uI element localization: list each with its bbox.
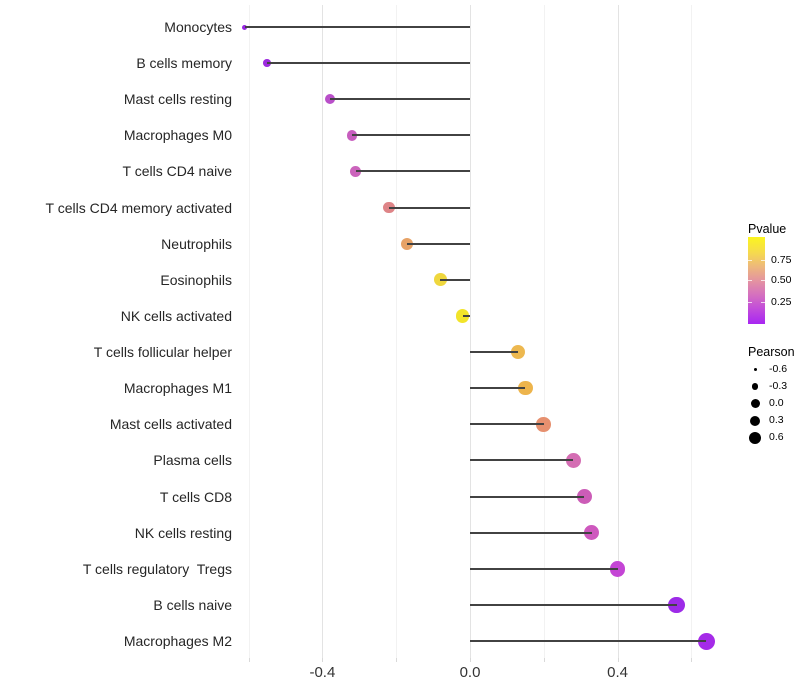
x-axis-tick <box>691 658 693 662</box>
colorbar-tick-label: 0.50 <box>771 273 792 286</box>
y-axis-label: Monocytes <box>164 19 232 35</box>
lollipop-point <box>346 129 358 141</box>
y-axis-label: Mast cells activated <box>109 416 232 433</box>
legend-pvalue: Pvalue 0.75 0.50 0.25 <box>748 215 800 330</box>
x-axis-tick <box>396 658 398 662</box>
legend-pearson-title: Pearson <box>748 345 795 359</box>
legend-pearson: Pearson -0.6 -0.3 0.0 0.3 0.6 <box>748 340 800 450</box>
y-axis-label: T cells CD4 naive <box>122 163 232 180</box>
gridline-minor <box>691 5 693 658</box>
legend-pvalue-title: Pvalue <box>748 222 787 236</box>
size-legend-dot <box>751 383 759 390</box>
x-axis-tick-label: -0.4 <box>309 664 336 681</box>
x-axis-tick <box>248 658 250 662</box>
x-axis-tick-label: 0.0 <box>459 664 481 681</box>
gridline-minor <box>248 5 250 658</box>
y-axis-label: B cells naive <box>153 596 232 613</box>
lollipop-point <box>536 416 552 432</box>
gridline-minor <box>396 5 398 658</box>
x-axis-tick <box>543 658 545 662</box>
lollipop-stem <box>244 26 470 28</box>
size-legend-entry: -0.6 <box>748 361 800 378</box>
lollipop-stem <box>470 531 592 534</box>
y-axis-label: T cells regulatory Tregs <box>82 560 232 577</box>
size-legend-label: 0.0 <box>769 397 784 410</box>
size-legend-entry: 0.6 <box>748 429 800 446</box>
y-axis-label: T cells CD4 memory activated <box>45 199 232 216</box>
lollipop-stem <box>470 351 518 354</box>
lollipop-point <box>350 166 362 177</box>
lollipop-stem <box>470 495 585 498</box>
size-legend-dot <box>749 431 761 444</box>
y-axis-label: T cells CD8 <box>159 488 232 505</box>
lollipop-point <box>609 560 626 577</box>
size-legend-entry: 0.0 <box>748 395 800 412</box>
lollipop-point <box>565 452 581 468</box>
lollipop-stem <box>407 242 470 245</box>
y-axis-label: B cells memory <box>136 55 232 72</box>
colorbar-tick-label: 0.25 <box>771 296 792 309</box>
lollipop-point <box>382 201 395 214</box>
size-legend-label: 0.3 <box>769 414 784 427</box>
lollipop-stem <box>329 98 470 101</box>
lollipop-point <box>576 488 593 505</box>
size-legend-label: 0.6 <box>769 431 784 444</box>
gridline-minor <box>543 5 545 658</box>
lollipop-stem <box>470 459 574 462</box>
colorbar-tick <box>748 302 752 304</box>
colorbar-tick <box>761 302 765 304</box>
lollipop-stem <box>470 603 677 606</box>
lollipop-stem <box>470 423 544 426</box>
x-axis-tick-label: 0.4 <box>607 664 629 681</box>
pvalue-colorbar <box>748 237 765 324</box>
y-axis-label: Macrophages M2 <box>123 633 232 650</box>
plot-panel <box>240 5 734 658</box>
lollipop-stem <box>470 640 707 643</box>
colorbar-tick <box>761 259 765 261</box>
size-legend-dot <box>749 415 761 427</box>
size-legend-entry: 0.3 <box>748 412 800 429</box>
y-axis-label: Macrophages M1 <box>123 380 232 397</box>
y-axis-label: Macrophages M0 <box>123 127 232 144</box>
gridline-major <box>470 5 471 658</box>
lollipop-stem <box>470 387 526 390</box>
y-axis-label: T cells follicular helper <box>93 344 232 361</box>
lollipop-stem <box>355 170 470 173</box>
lollipop-point <box>401 237 414 250</box>
y-axis-label: NK cells resting <box>134 524 232 541</box>
lollipop-point <box>668 596 685 614</box>
y-axis-label: Eosinophils <box>160 271 232 288</box>
colorbar-tick <box>748 259 752 261</box>
size-legend-entry: -0.3 <box>748 378 800 395</box>
gridline-major <box>617 5 619 658</box>
lollipop-point <box>455 309 470 323</box>
x-axis-tick <box>617 658 619 662</box>
y-axis-label: Plasma cells <box>153 452 232 469</box>
lollipop-stem <box>267 62 470 65</box>
lollipop-stem <box>351 134 470 137</box>
size-legend-label: -0.3 <box>769 380 788 393</box>
x-axis-tick <box>322 658 324 662</box>
lollipop-stem <box>388 206 470 209</box>
size-legend-label: -0.6 <box>769 363 788 375</box>
colorbar-tick-label: 0.75 <box>771 253 792 266</box>
colorbar-tick <box>748 279 752 281</box>
colorbar-tick <box>761 279 765 281</box>
size-legend-dot <box>750 399 760 409</box>
lollipop-stem <box>462 314 470 317</box>
x-axis-tick <box>470 658 471 662</box>
lollipop-point <box>697 632 715 650</box>
y-axis-label: Mast cells resting <box>123 91 232 108</box>
gridline-major <box>322 5 324 658</box>
lollipop-stem <box>440 278 470 281</box>
size-legend-dot <box>753 368 757 371</box>
y-axis-label: Neutrophils <box>161 235 232 252</box>
y-axis-label: NK cells activated <box>120 307 232 324</box>
lollipop-stem <box>470 567 618 570</box>
